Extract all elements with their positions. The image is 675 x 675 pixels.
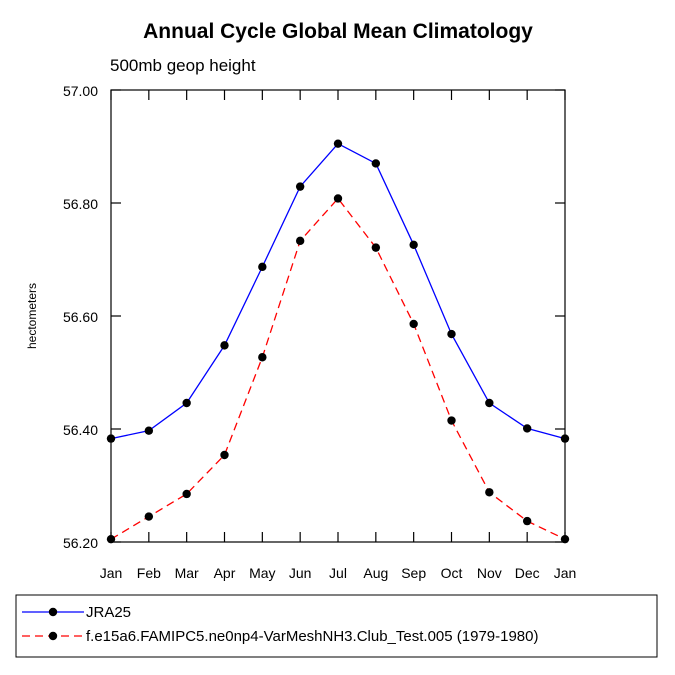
series-1-point (409, 319, 418, 329)
y-axis-label: hectometers (25, 283, 39, 349)
series-0-point (182, 398, 191, 408)
series-0-point (560, 434, 570, 443)
series-0-point (258, 262, 267, 272)
y-tick-label: 56.20 (63, 535, 98, 551)
series-1-point (485, 488, 494, 497)
series-0-point (333, 139, 343, 148)
legend-marker-0 (48, 607, 58, 617)
series-1-point (144, 512, 154, 521)
plot-frame (110, 89, 566, 543)
x-tick-label: May (249, 565, 275, 581)
series-0-point (371, 159, 381, 168)
series-1-point (371, 243, 381, 252)
chart-title: Annual Cycle Global Mean Climatology (143, 20, 533, 43)
series-0-point (447, 329, 456, 339)
y-tick-label: 56.80 (63, 196, 98, 212)
series-1-point (106, 534, 116, 544)
legend-label-0: JRA25 (86, 604, 131, 621)
x-tick-label: Oct (441, 565, 463, 581)
series-1-point (333, 194, 343, 203)
series-0-point (220, 341, 229, 350)
y-tick-label: 56.60 (63, 309, 98, 325)
series-0-point (295, 182, 305, 191)
x-tick-label: Feb (137, 565, 161, 581)
series-1-point (560, 534, 570, 544)
chart-subtitle: 500mb geop height (110, 56, 256, 75)
series-line-1 (110, 197, 566, 540)
legend: JRA25 f.e15a6.FAMIPC5.ne0np4-VarMeshNH3.C… (15, 594, 658, 658)
legend-label-1: f.e15a6.FAMIPC5.ne0np4-VarMeshNH3.Club_T… (86, 628, 538, 645)
series-1-point (522, 516, 532, 526)
series-0-point (106, 434, 116, 443)
y-tick-label: 56.40 (63, 422, 98, 438)
x-tick-label: Jan (100, 565, 123, 581)
x-tick-label: Apr (214, 565, 236, 581)
x-tick-label: Jan (554, 565, 577, 581)
series-1-point (220, 450, 229, 460)
x-tick-label: Mar (175, 565, 199, 581)
legend-marker-1 (48, 631, 58, 641)
x-tick-label: Jul (329, 565, 347, 581)
y-tick-label: 57.00 (63, 83, 98, 99)
x-tick-label: Aug (363, 565, 388, 581)
series-line-0 (110, 142, 566, 440)
x-tick-label: Sep (401, 565, 426, 581)
series-0-point (409, 240, 418, 250)
series-0-point (485, 398, 494, 408)
series-1-point (182, 489, 191, 499)
axis-ticks: Jan Feb Mar Apr May Jun Jul Aug Sep Oct Nov Dec Jan5… (63, 83, 576, 581)
series-1-point (447, 416, 456, 425)
x-tick-label: Jun (289, 565, 312, 581)
series-0-point (144, 426, 154, 435)
series-0-point (522, 424, 532, 433)
series-1-point (295, 236, 305, 246)
series-1-point (258, 353, 267, 362)
x-tick-label: Nov (477, 565, 502, 581)
legend-box (15, 594, 658, 658)
x-tick-label: Dec (515, 565, 540, 581)
series-layer (106, 139, 570, 544)
